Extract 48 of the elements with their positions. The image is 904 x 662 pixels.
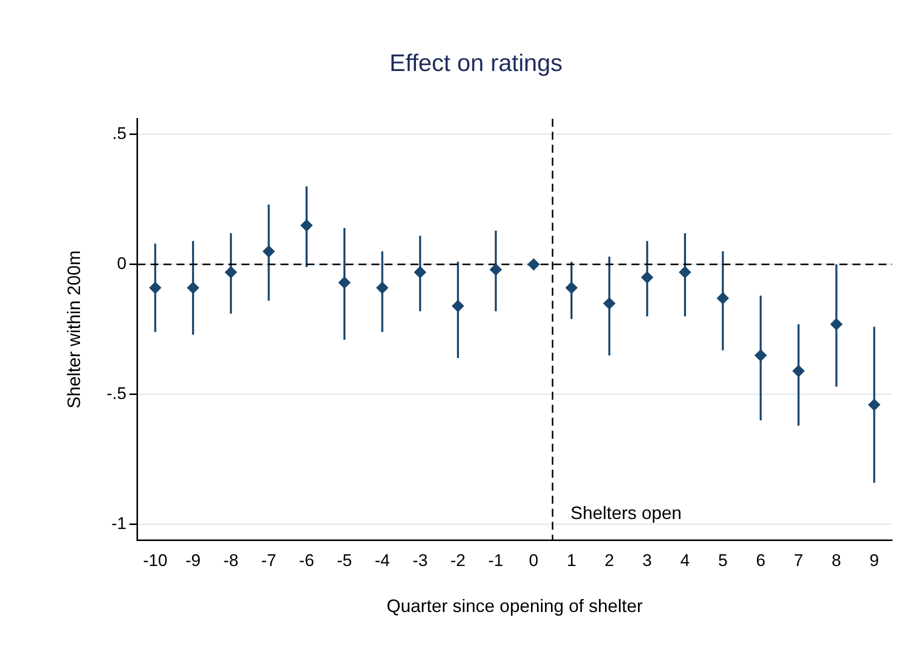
x-tick-label: -8 [223,550,238,570]
point [414,266,426,278]
chart-title: Effect on ratings [390,50,562,78]
y-tick-label: 0 [116,254,126,274]
annotation: Shelters open [570,502,682,523]
point [679,266,692,278]
y-tick-label: .5 [112,124,126,144]
point [149,282,162,294]
x-tick-label: 1 [566,550,576,570]
x-tick-label: -5 [336,550,352,570]
x-axis-title: Quarter since opening of shelter [386,596,643,616]
x-tick-label: -7 [261,550,276,570]
x-tick-label: 2 [604,550,614,570]
point [300,219,313,232]
x-tick-label: -10 [142,550,168,570]
x-tick-label: 7 [794,550,804,570]
x-tick-label: 4 [680,550,690,570]
x-tick-label: -6 [299,550,314,570]
x-tick-label: 3 [642,550,652,570]
point [830,318,842,330]
point [224,266,237,278]
x-tick-label: -2 [450,550,466,570]
x-tick-label: 8 [832,550,842,570]
x-tick-label: 9 [869,550,879,570]
x-tick-label: 6 [756,550,766,570]
point [376,282,388,294]
y-axis-title: Shelter within 200m [64,250,84,408]
point [754,349,767,362]
x-tick-label: -3 [412,550,428,570]
point [716,292,729,304]
point [262,245,275,258]
x-tick-label: 0 [528,550,538,570]
point [528,258,540,270]
point [641,271,654,284]
point [868,398,880,411]
point [565,282,578,294]
point [603,297,616,310]
point [452,300,464,312]
x-tick-label: -9 [186,550,201,570]
point [490,264,502,276]
y-tick-label: -.5 [106,384,126,404]
y-tick-label: -1 [111,514,126,534]
x-tick-label: 5 [718,550,728,570]
point [792,365,805,377]
x-tick-label: -1 [488,550,504,570]
x-tick-label: -4 [374,550,390,570]
point [338,276,350,289]
point [187,282,200,294]
